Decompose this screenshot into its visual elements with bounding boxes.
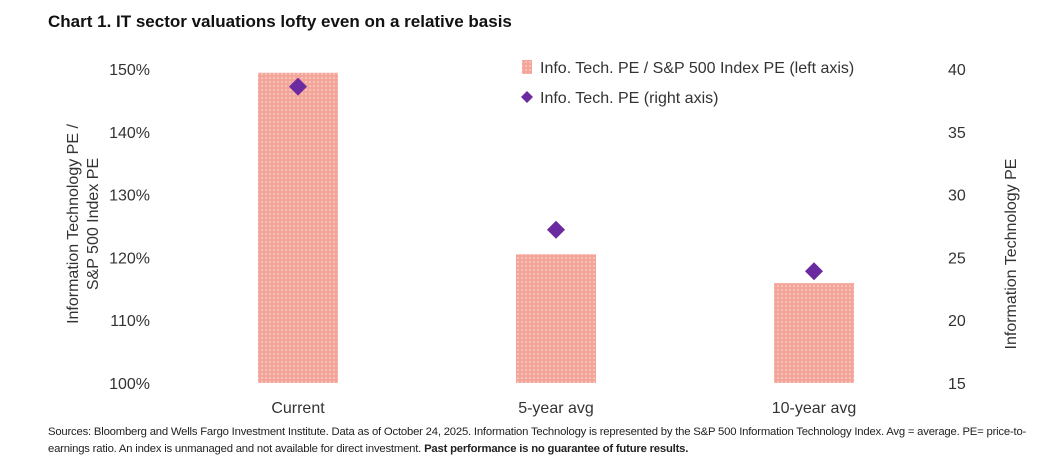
y2-tick-label: 20 <box>948 313 966 330</box>
y-tick-label: 100% <box>109 376 150 393</box>
y-tick-label: 150% <box>109 62 150 79</box>
x-tick-label: Current <box>271 400 325 417</box>
pe-marker <box>547 220 565 239</box>
legend-bar-swatch <box>522 60 532 74</box>
chart-title: Chart 1. IT sector valuations lofty even… <box>48 12 512 31</box>
bar-5-year-avg <box>516 254 596 383</box>
pe-marker <box>805 262 823 281</box>
legend-pe-label: Info. Tech. PE (right axis) <box>540 90 718 107</box>
y2-tick-label: 15 <box>948 376 966 393</box>
y-axis-label: Information Technology PE / S&P 500 Index… <box>65 124 102 324</box>
x-tick-label: 10-year avg <box>772 400 857 417</box>
bar-current <box>258 72 338 383</box>
y2-tick-label: 35 <box>948 125 966 142</box>
footnote-text: Sources: Bloomberg and Wells Fargo Inves… <box>48 426 1027 455</box>
y2-tick-label: 40 <box>948 62 966 79</box>
y-tick-label: 120% <box>109 250 150 267</box>
y-tick-label: 140% <box>109 125 150 142</box>
y2-tick-label: 25 <box>948 250 966 267</box>
footnote-disclaimer: Past performance is no guarantee of futu… <box>424 443 689 455</box>
y-tick-label: 110% <box>110 313 150 330</box>
y2-tick-label: 30 <box>948 188 966 205</box>
legend-diamond-swatch <box>521 91 533 103</box>
footnote: Sources: Bloomberg and Wells Fargo Inves… <box>48 424 1038 458</box>
y2-axis-label: Information Technology PE <box>1003 159 1020 350</box>
y-tick-label: 130% <box>109 188 150 205</box>
bar-10-year-avg <box>774 283 854 383</box>
chart: 100% 110% 120% 130% 140% 150% 15 20 25 30 35 40 Curr… <box>65 60 1020 417</box>
pe-marker <box>289 77 307 96</box>
x-tick-label: 5-year avg <box>518 400 594 417</box>
legend-bar-label: Info. Tech. PE / S&P 500 Index PE (left … <box>540 60 854 77</box>
